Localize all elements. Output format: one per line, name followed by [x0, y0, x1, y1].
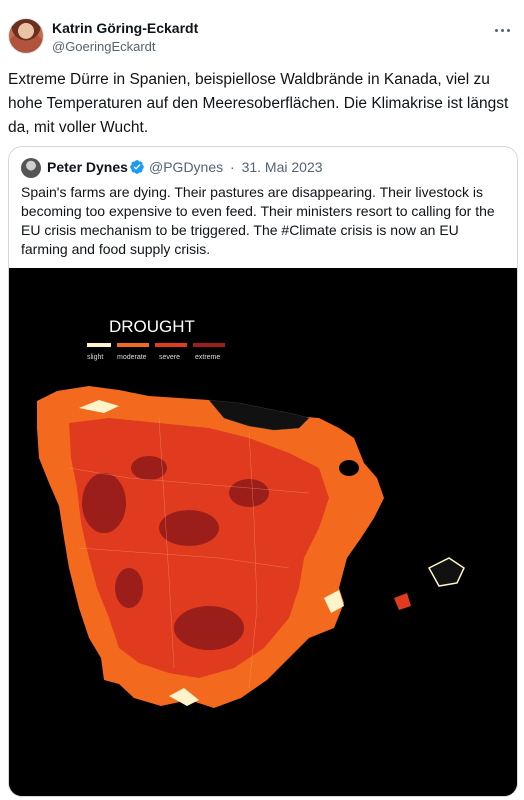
tweet-text: Extreme Dürre in Spanien, beispiellose W… [8, 71, 509, 136]
legend-label-severe: severe [159, 354, 180, 361]
quote-date[interactable]: 31. Mai 2023 [241, 159, 323, 175]
verified-badge-icon [130, 160, 144, 174]
province-borders [68, 417, 310, 689]
quote-author-handle[interactable]: @PGDynes [149, 159, 224, 175]
extreme-drought-patch [131, 456, 167, 480]
legend-swatch-moderate [117, 343, 149, 347]
legend-swatch-severe [155, 343, 187, 347]
quote-text: Spain's farms are dying. Their pastures … [21, 184, 495, 257]
legend-swatch-extreme [193, 343, 225, 347]
slight-drought-coast [79, 400, 119, 413]
extreme-drought-patch [82, 473, 126, 533]
quote-meta: @PGDynes · 31. Mai 2023 [149, 159, 323, 175]
balearic-ibiza [394, 593, 411, 610]
spain-drought-map: DROUGHT slight moderate severe extreme [9, 268, 517, 796]
slight-drought-coast [324, 590, 344, 613]
author-avatar[interactable] [8, 18, 44, 54]
drought-map-image[interactable]: DROUGHT slight moderate severe extreme [9, 268, 517, 796]
slight-drought-coast [169, 688, 199, 706]
more-options-button[interactable] [490, 22, 514, 38]
extreme-drought-patch [115, 568, 143, 608]
legend-label-moderate: moderate [117, 354, 147, 361]
extreme-drought-patch [174, 606, 244, 650]
legend-title: DROUGHT [109, 317, 195, 336]
legend-label-extreme: extreme [195, 354, 220, 361]
meta-separator: · [230, 159, 235, 175]
severe-drought-region [69, 418, 329, 678]
quote-author-avatar[interactable] [21, 158, 41, 178]
legend-label-slight: slight [87, 354, 103, 361]
author-handle[interactable]: @GoeringEckardt [52, 39, 156, 54]
extreme-drought-patch [229, 479, 269, 507]
no-drought-north [208, 399, 310, 431]
author-name[interactable]: Katrin Göring-Eckardt [52, 20, 199, 36]
extreme-drought-patch [159, 510, 219, 546]
legend-swatch-slight [87, 343, 111, 347]
quoted-tweet[interactable]: Peter Dynes @PGDynes · 31. Mai 2023 Spai… [8, 146, 518, 797]
more-horizontal-icon [494, 28, 498, 32]
balearic-islands [427, 557, 465, 587]
no-drought-pyrenees [339, 460, 359, 476]
quote-author-name[interactable]: Peter Dynes [47, 159, 128, 175]
